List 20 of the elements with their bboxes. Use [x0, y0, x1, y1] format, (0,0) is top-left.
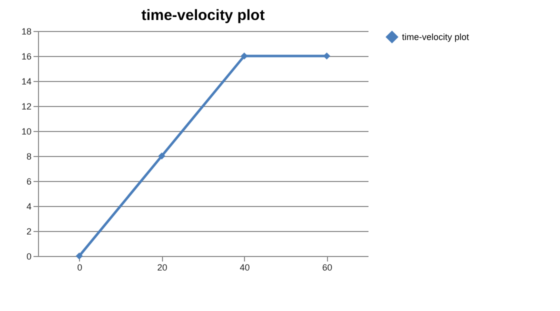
legend-label: time-velocity plot: [402, 32, 470, 42]
y-tick-label: 6: [26, 176, 32, 186]
point: [323, 52, 330, 60]
x-tick-label: 20: [157, 262, 168, 272]
y-tick-label: 10: [21, 126, 32, 136]
y-tick-label: 2: [26, 226, 32, 236]
point: [158, 152, 166, 160]
y-tick-label: 4: [26, 202, 32, 212]
point: [76, 252, 83, 260]
y-tick-label: 8: [26, 152, 32, 162]
point: [240, 52, 248, 60]
x-tick-label: 0: [77, 262, 82, 272]
x-tick-label: 60: [322, 262, 332, 272]
chart-title: time-velocity plot: [141, 7, 265, 24]
y-tick-label: 18: [21, 26, 32, 36]
y-tick-label: 0: [26, 252, 32, 262]
y-tick-label: 14: [21, 76, 32, 86]
x-tick-label: 40: [240, 262, 250, 272]
y-tick-label: 16: [21, 52, 32, 62]
y-tick-label: 12: [21, 102, 32, 112]
